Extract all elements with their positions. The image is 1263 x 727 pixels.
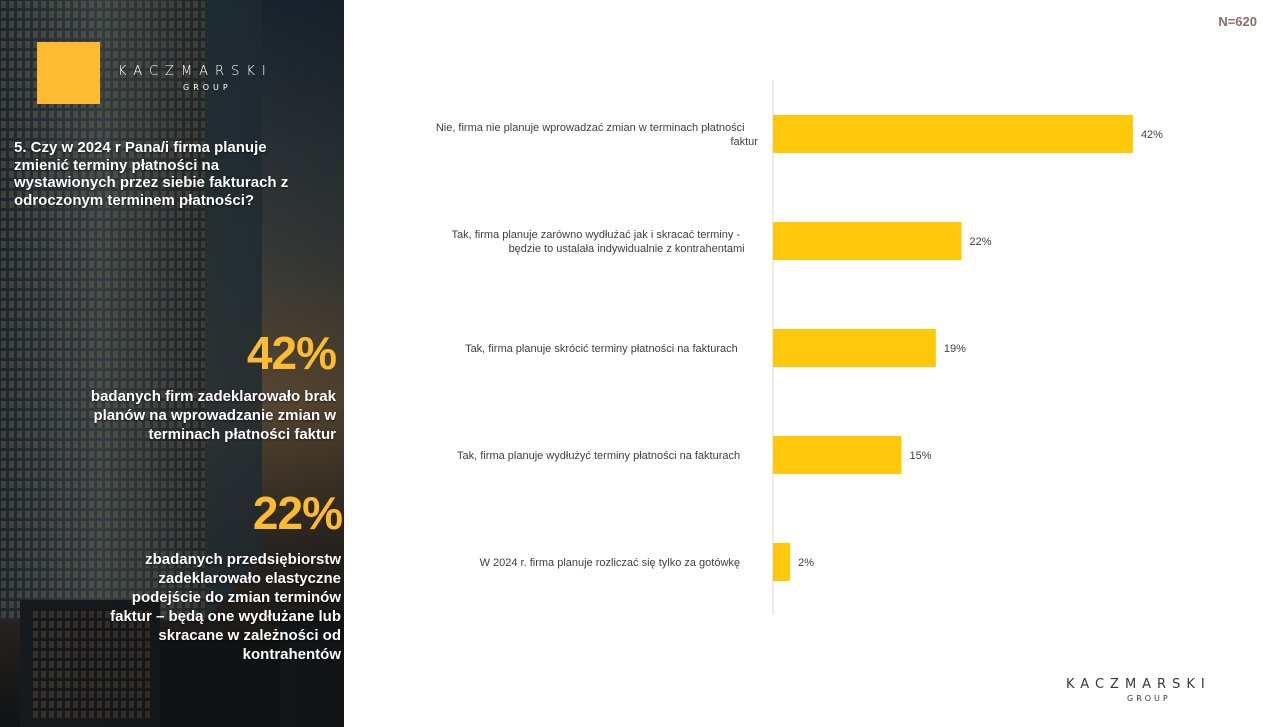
bar-5 <box>773 543 791 581</box>
bar-value-label-5: 2% <box>798 557 814 569</box>
survey-question: 5. Czy w 2024 r Pana/i firma planuje zmi… <box>14 139 289 209</box>
category-label-1: Nie, firma nie planuje wprowadzać zmian … <box>436 122 758 148</box>
highlight-2-value: 22% <box>252 487 343 539</box>
highlight-2-text: zbadanych przedsiębiorstw zadeklarowało … <box>110 551 341 663</box>
category-label-4: Tak, firma planuje wydłużyć terminy płat… <box>457 450 740 462</box>
highlight-1-text: badanych firm zadeklarowało brak planów … <box>90 388 336 443</box>
photo-overlay <box>0 0 344 727</box>
category-label-3: Tak, firma planuje skrócić terminy płatn… <box>465 343 738 355</box>
brand-logo-group: GROUP <box>183 83 232 92</box>
bar-value-label-2: 22% <box>970 236 992 248</box>
category-label-2: Tak, firma planuje zarówno wydłużać jak … <box>452 229 745 255</box>
bar-1 <box>773 115 1133 153</box>
bar-4 <box>773 436 902 474</box>
brand-logo-square <box>37 42 100 104</box>
highlight-1-value: 42% <box>246 327 337 379</box>
bar-2 <box>773 222 962 260</box>
background-photo-panel <box>0 0 344 727</box>
bar-chart: 42% Nie, firma nie planuje wprowadzać zmi… <box>436 80 1163 615</box>
category-label-5: W 2024 r. firma planuje rozliczać się ty… <box>480 557 740 569</box>
footer-logo-group: GROUP <box>1127 694 1171 703</box>
bar-value-label-3: 19% <box>944 343 966 355</box>
footer-logo-name: KACZMARSKI <box>1066 677 1211 692</box>
brand-logo-name: KACZMARSKI <box>118 64 273 79</box>
bar-3 <box>773 329 936 367</box>
city-skyline-photo <box>0 0 344 727</box>
bar-value-label-1: 42% <box>1141 129 1163 141</box>
sample-size-label: N=620 <box>1218 14 1257 29</box>
bar-value-label-4: 15% <box>910 450 932 462</box>
